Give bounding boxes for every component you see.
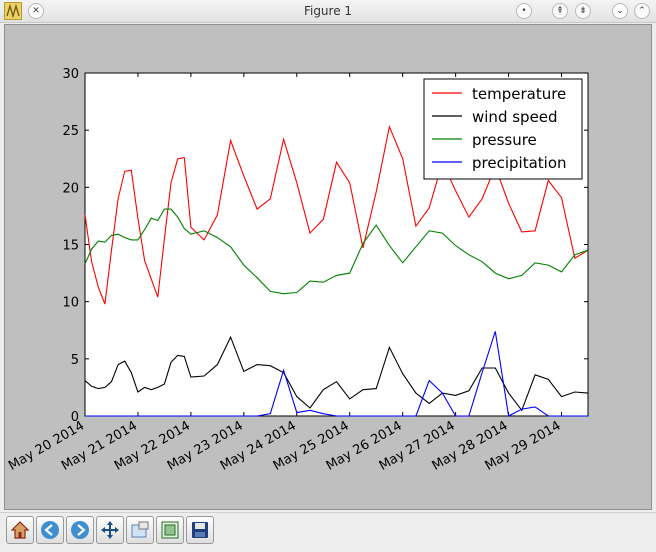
back-button[interactable] (36, 516, 64, 544)
y-tick-label: 25 (62, 124, 79, 139)
subplots-config-icon (161, 521, 179, 539)
zoom-button[interactable] (126, 516, 154, 544)
legend-label: temperature (472, 85, 566, 103)
save-icon (192, 522, 208, 538)
home-icon (10, 521, 30, 539)
legend-label: precipitation (472, 154, 567, 172)
y-tick-label: 5 (71, 353, 79, 368)
figure-canvas[interactable]: 0 5 10 15 20 25 30 May 20 2014 May 21 2014 May 2… (4, 24, 652, 510)
y-axis-ticks: 0 5 10 15 20 25 30 (62, 67, 588, 425)
y-tick-label: 30 (62, 67, 79, 82)
window-titlebar: ✕ Figure 1 • ⇞ ⇟ ⌄ ⌃ (0, 0, 656, 23)
series-line-pressure (84, 208, 589, 295)
zoom-to-rect-icon (131, 521, 149, 538)
series-line-precipitation (85, 331, 588, 417)
close-icon[interactable]: ✕ (28, 3, 44, 19)
y-tick-label: 0 (71, 410, 79, 425)
forward-arrow-icon (71, 521, 89, 539)
window-title: Figure 1 (303, 4, 353, 18)
chevron-down-icon[interactable]: ⌄ (612, 3, 628, 19)
save-button[interactable] (186, 516, 214, 544)
forward-button[interactable] (66, 516, 94, 544)
minimize-icon[interactable]: • (516, 3, 532, 19)
legend-label: wind speed (472, 108, 558, 126)
back-arrow-icon (41, 521, 59, 539)
navigation-toolbar (0, 512, 656, 552)
y-tick-label: 15 (62, 239, 79, 254)
y-tick-label: 10 (62, 296, 79, 311)
legend-label: pressure (472, 131, 537, 149)
legend: temperature wind speed pressure precipitati… (423, 78, 583, 180)
shade-icon[interactable]: ⇞ (552, 3, 568, 19)
y-tick-label: 20 (62, 181, 79, 196)
series-line-wind-speed (84, 335, 589, 412)
series-lines (84, 124, 589, 417)
series-line-temperature (84, 124, 589, 305)
keep-above-icon[interactable]: ⇟ (575, 3, 591, 19)
chevron-up-icon[interactable]: ⌃ (634, 3, 650, 19)
matplotlib-figure-icon (4, 2, 22, 20)
pan-move-icon (101, 521, 119, 539)
subplots-button[interactable] (156, 516, 184, 544)
home-button[interactable] (6, 516, 34, 544)
pan-button[interactable] (96, 516, 124, 544)
